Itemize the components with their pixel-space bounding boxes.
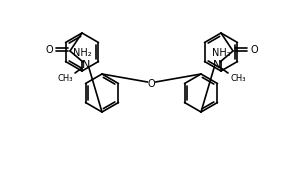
Text: N: N — [213, 60, 221, 70]
Text: NH₂: NH₂ — [212, 48, 230, 58]
Text: O: O — [45, 45, 53, 55]
Text: O: O — [148, 79, 155, 89]
Text: CH₃: CH₃ — [57, 73, 73, 83]
Text: O: O — [250, 45, 258, 55]
Text: N: N — [82, 60, 90, 70]
Text: NH₂: NH₂ — [73, 48, 91, 58]
Text: CH₃: CH₃ — [230, 73, 246, 83]
